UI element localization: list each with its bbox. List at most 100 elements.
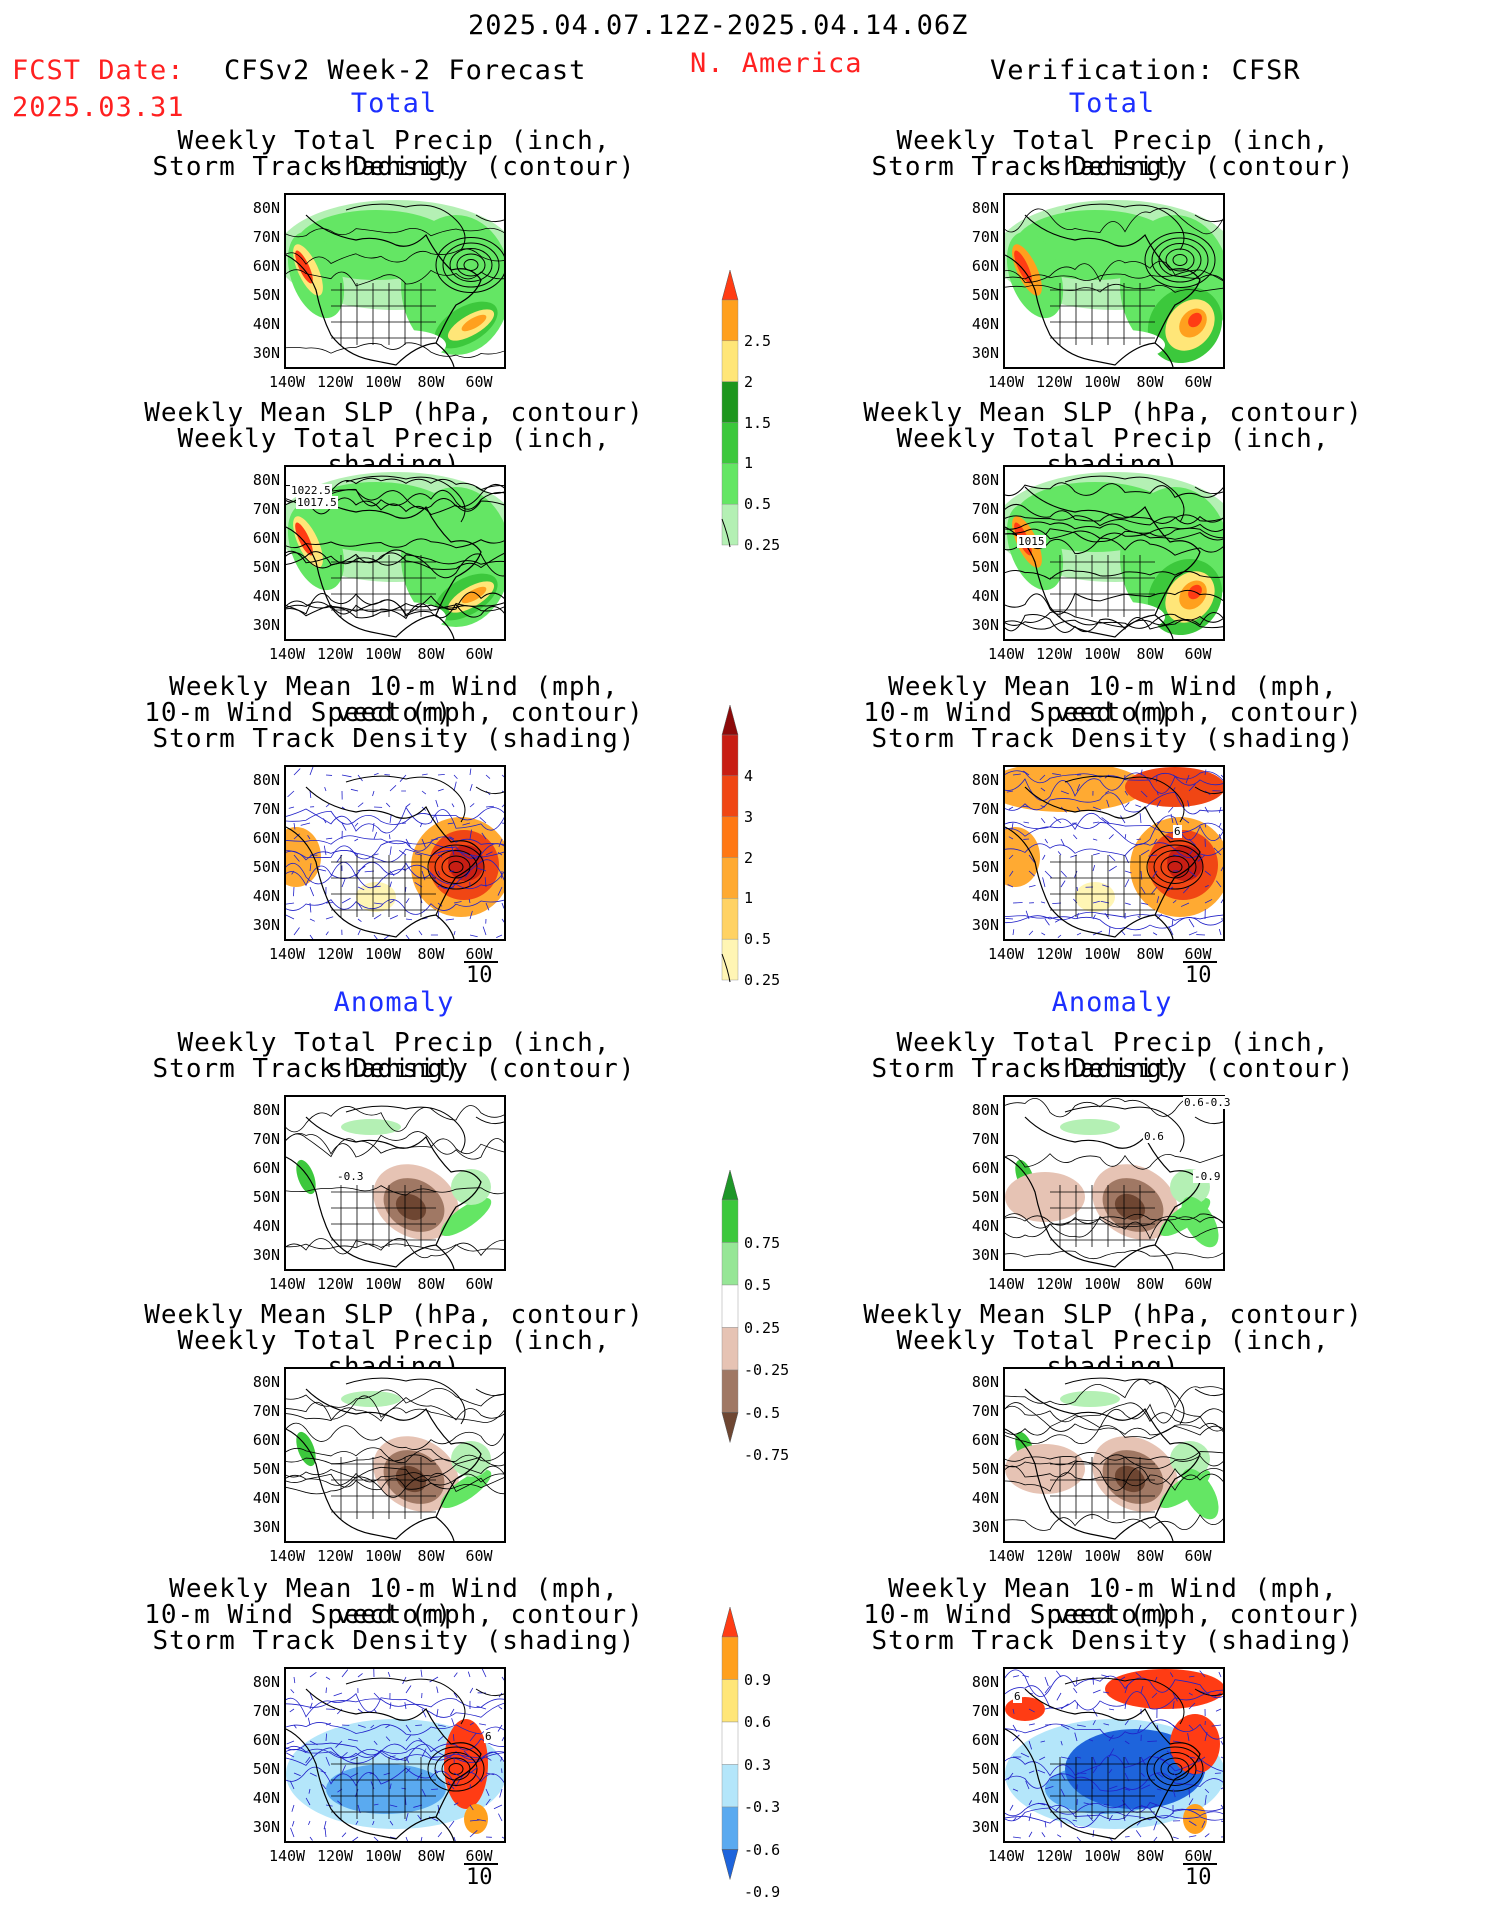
lat-label: 30N xyxy=(971,344,999,362)
lat-label: 40N xyxy=(971,1217,999,1235)
lon-label: 120W xyxy=(316,945,354,963)
lat-label: 60N xyxy=(971,257,999,275)
caption-precip_track-R-line1: Storm Track Density (contour) xyxy=(871,1054,1355,1084)
lon-label: 120W xyxy=(1035,1275,1073,1293)
colorbar-tick-label: 2.5 xyxy=(744,331,772,350)
colorbar-precip_anom xyxy=(721,1170,739,1444)
colorbar-tick-label: 0.5 xyxy=(744,495,772,514)
lat-label: 70N xyxy=(971,800,999,818)
lat-label: 30N xyxy=(971,1818,999,1836)
caption-wind_track-L-line0: Weekly Mean 10-m Wind (mph, vector) xyxy=(169,1574,619,1630)
lat-label: 30N xyxy=(971,1246,999,1264)
lat-label: 40N xyxy=(252,1789,280,1807)
colorbar-tick-label: 0.5 xyxy=(744,930,772,949)
lon-label: 140W xyxy=(268,373,306,391)
contour-label: 0.6 xyxy=(1183,1096,1205,1109)
lon-label: 100W xyxy=(1083,945,1121,963)
colorbar-tick-label: 0.6 xyxy=(744,1713,772,1731)
lat-label: 70N xyxy=(252,1702,280,1720)
lat-label: 40N xyxy=(971,1789,999,1807)
lat-label: 40N xyxy=(252,1217,280,1235)
colorbar-tick-label: -0.75 xyxy=(744,1446,790,1464)
caption-wind_track-L-line1: 10-m Wind Speed (mph, contour) xyxy=(144,1600,644,1630)
caption-precip_track-L-line1: Storm Track Density (contour) xyxy=(152,1054,636,1084)
lon-label: 140W xyxy=(268,1847,306,1865)
lat-label: 70N xyxy=(971,228,999,246)
lon-label: 80W xyxy=(1136,945,1164,963)
map-precip-L xyxy=(286,200,504,367)
lon-label: 120W xyxy=(316,1847,354,1865)
vector-ref-label: 10 xyxy=(466,1865,493,1890)
lat-label: 70N xyxy=(252,800,280,818)
lon-label: 120W xyxy=(316,1275,354,1293)
lon-label: 120W xyxy=(1035,945,1073,963)
lat-label: 70N xyxy=(971,1702,999,1720)
lon-label: 60W xyxy=(1184,945,1212,963)
lon-label: 100W xyxy=(364,373,402,391)
lat-label: 40N xyxy=(252,887,280,905)
contour-label: -0.3 xyxy=(336,1170,365,1183)
vector-ref-arrow xyxy=(464,961,498,963)
lat-label: 80N xyxy=(252,771,280,789)
lat-label: 30N xyxy=(252,1818,280,1836)
lat-label: 50N xyxy=(971,1188,999,1206)
caption-wind_track-L-line0: Weekly Mean 10-m Wind (mph, vector) xyxy=(169,672,619,728)
lon-label: 140W xyxy=(987,945,1025,963)
colorbar-track_total xyxy=(721,705,739,983)
lat-label: 40N xyxy=(971,587,999,605)
colorbar-tick-label: 1.5 xyxy=(744,413,772,432)
lon-label: 60W xyxy=(1184,1275,1212,1293)
lon-label: 100W xyxy=(364,645,402,663)
lat-label: 70N xyxy=(971,1130,999,1148)
lat-label: 60N xyxy=(252,1159,280,1177)
map-awind-R xyxy=(1005,1669,1223,1841)
lat-label: 60N xyxy=(252,257,280,275)
colorbar-precip_total xyxy=(721,270,739,548)
colorbar-tick-label: 0.9 xyxy=(744,1670,772,1689)
lat-label: 70N xyxy=(252,500,280,518)
map-awind-L xyxy=(286,1669,504,1841)
lon-label: 100W xyxy=(364,945,402,963)
lat-label: 60N xyxy=(252,1731,280,1749)
lat-label: 30N xyxy=(252,344,280,362)
colorbar-tick-label: 2 xyxy=(744,372,754,391)
caption-slp_precip-L-line0: Weekly Mean SLP (hPa, contour) xyxy=(144,398,644,428)
map-panel-5-R xyxy=(1003,1667,1225,1843)
contour-label: 6 xyxy=(484,1730,493,1743)
lat-label: 50N xyxy=(252,1760,280,1778)
caption-precip_track-R-line0: Weekly Total Precip (inch, shading) xyxy=(896,126,1330,182)
lat-label: 60N xyxy=(252,829,280,847)
lon-label: 80W xyxy=(1136,1847,1164,1865)
vector-ref-arrow xyxy=(1183,1863,1217,1865)
lon-label: 80W xyxy=(417,1275,445,1293)
lon-label: 100W xyxy=(1083,645,1121,663)
caption-precip_track-L-line1: Storm Track Density (contour) xyxy=(152,152,636,182)
lon-label: 140W xyxy=(268,1547,306,1565)
lon-label: 100W xyxy=(1083,373,1121,391)
vector-ref-label: 10 xyxy=(1185,963,1212,988)
fcst-date-label: FCST Date: xyxy=(12,55,185,86)
map-panel-2-R xyxy=(1003,765,1225,941)
lat-label: 80N xyxy=(252,471,280,489)
lon-label: 80W xyxy=(1136,1275,1164,1293)
map-aslp-R xyxy=(1005,1377,1223,1541)
lon-label: 60W xyxy=(465,945,493,963)
lat-label: 30N xyxy=(252,1246,280,1264)
colorbar-tick-label: -0.25 xyxy=(744,1361,790,1379)
vector-ref-arrow xyxy=(464,1863,498,1865)
lon-label: 60W xyxy=(465,645,493,663)
lon-label: 120W xyxy=(1035,1547,1073,1565)
lat-label: 30N xyxy=(971,1518,999,1536)
lon-label: 80W xyxy=(1136,645,1164,663)
lat-label: 60N xyxy=(971,1731,999,1749)
lat-label: 80N xyxy=(252,1101,280,1119)
lat-label: 60N xyxy=(252,529,280,547)
lat-label: 40N xyxy=(252,315,280,333)
contour-label: 1015 xyxy=(1017,535,1046,548)
map-panel-2-L xyxy=(284,765,506,941)
lat-label: 60N xyxy=(971,1159,999,1177)
lon-label: 60W xyxy=(1184,1547,1212,1565)
lat-label: 80N xyxy=(971,771,999,789)
colorbar-tick-label: 0.75 xyxy=(744,1233,781,1252)
colorbar-tick-label: 0.25 xyxy=(744,1318,781,1337)
